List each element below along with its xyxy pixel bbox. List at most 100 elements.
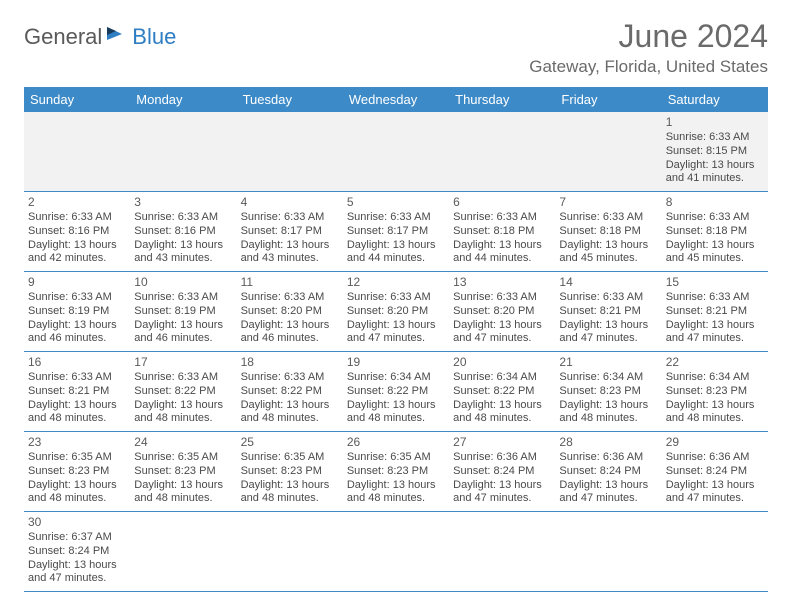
empty-cell <box>24 112 130 191</box>
day-number: 13 <box>453 275 551 290</box>
sunrise-text: Sunrise: 6:35 AM <box>347 451 445 465</box>
sunset-text: Sunset: 8:23 PM <box>559 385 657 399</box>
sunset-text: Sunset: 8:18 PM <box>559 225 657 239</box>
sunrise-text: Sunrise: 6:35 AM <box>28 451 126 465</box>
daylight-text-1: Daylight: 13 hours <box>666 399 764 413</box>
daylight-text-2: and 48 minutes. <box>559 412 657 426</box>
day-number: 5 <box>347 195 445 210</box>
weekday-header-row: SundayMondayTuesdayWednesdayThursdayFrid… <box>24 87 768 112</box>
day-cell: 11Sunrise: 6:33 AMSunset: 8:20 PMDayligh… <box>237 272 343 351</box>
day-number: 19 <box>347 355 445 370</box>
day-number: 2 <box>28 195 126 210</box>
daylight-text-1: Daylight: 13 hours <box>559 399 657 413</box>
day-cell: 24Sunrise: 6:35 AMSunset: 8:23 PMDayligh… <box>130 432 236 511</box>
day-cell: 29Sunrise: 6:36 AMSunset: 8:24 PMDayligh… <box>662 432 768 511</box>
daylight-text-2: and 47 minutes. <box>28 572 126 586</box>
daylight-text-1: Daylight: 13 hours <box>347 239 445 253</box>
daylight-text-2: and 46 minutes. <box>134 332 232 346</box>
daylight-text-1: Daylight: 13 hours <box>453 479 551 493</box>
sunset-text: Sunset: 8:23 PM <box>666 385 764 399</box>
day-number: 20 <box>453 355 551 370</box>
day-cell: 20Sunrise: 6:34 AMSunset: 8:22 PMDayligh… <box>449 352 555 431</box>
sunrise-text: Sunrise: 6:33 AM <box>241 291 339 305</box>
day-cell: 27Sunrise: 6:36 AMSunset: 8:24 PMDayligh… <box>449 432 555 511</box>
weekday-header: Thursday <box>449 87 555 112</box>
day-cell: 1Sunrise: 6:33 AMSunset: 8:15 PMDaylight… <box>662 112 768 191</box>
day-cell: 8Sunrise: 6:33 AMSunset: 8:18 PMDaylight… <box>662 192 768 271</box>
day-cell: 9Sunrise: 6:33 AMSunset: 8:19 PMDaylight… <box>24 272 130 351</box>
daylight-text-2: and 41 minutes. <box>666 172 764 186</box>
empty-cell <box>237 112 343 191</box>
daylight-text-2: and 47 minutes. <box>559 492 657 506</box>
sunrise-text: Sunrise: 6:33 AM <box>347 291 445 305</box>
daylight-text-1: Daylight: 13 hours <box>28 559 126 573</box>
daylight-text-1: Daylight: 13 hours <box>453 239 551 253</box>
day-number: 16 <box>28 355 126 370</box>
daylight-text-1: Daylight: 13 hours <box>559 319 657 333</box>
sunset-text: Sunset: 8:21 PM <box>666 305 764 319</box>
sunset-text: Sunset: 8:20 PM <box>453 305 551 319</box>
sunrise-text: Sunrise: 6:33 AM <box>28 211 126 225</box>
sunrise-text: Sunrise: 6:36 AM <box>666 451 764 465</box>
daylight-text-2: and 47 minutes. <box>453 492 551 506</box>
sunset-text: Sunset: 8:23 PM <box>241 465 339 479</box>
sunrise-text: Sunrise: 6:34 AM <box>347 371 445 385</box>
weekday-header: Sunday <box>24 87 130 112</box>
flag-icon <box>106 24 128 50</box>
empty-cell <box>237 512 343 591</box>
day-number: 7 <box>559 195 657 210</box>
daylight-text-1: Daylight: 13 hours <box>453 399 551 413</box>
daylight-text-1: Daylight: 13 hours <box>453 319 551 333</box>
day-cell: 14Sunrise: 6:33 AMSunset: 8:21 PMDayligh… <box>555 272 661 351</box>
day-cell: 22Sunrise: 6:34 AMSunset: 8:23 PMDayligh… <box>662 352 768 431</box>
empty-cell <box>449 512 555 591</box>
day-cell: 30Sunrise: 6:37 AMSunset: 8:24 PMDayligh… <box>24 512 130 591</box>
sunset-text: Sunset: 8:17 PM <box>241 225 339 239</box>
empty-cell <box>555 512 661 591</box>
daylight-text-2: and 47 minutes. <box>559 332 657 346</box>
sunrise-text: Sunrise: 6:33 AM <box>347 211 445 225</box>
day-number: 22 <box>666 355 764 370</box>
sunset-text: Sunset: 8:24 PM <box>453 465 551 479</box>
empty-cell <box>130 512 236 591</box>
daylight-text-1: Daylight: 13 hours <box>666 159 764 173</box>
daylight-text-2: and 48 minutes. <box>241 412 339 426</box>
day-cell: 7Sunrise: 6:33 AMSunset: 8:18 PMDaylight… <box>555 192 661 271</box>
logo-text-1: General <box>24 24 102 50</box>
daylight-text-2: and 47 minutes. <box>347 332 445 346</box>
daylight-text-2: and 47 minutes. <box>666 492 764 506</box>
sunrise-text: Sunrise: 6:33 AM <box>666 211 764 225</box>
weekday-header: Wednesday <box>343 87 449 112</box>
day-number: 27 <box>453 435 551 450</box>
day-number: 3 <box>134 195 232 210</box>
sunrise-text: Sunrise: 6:33 AM <box>241 371 339 385</box>
weekday-header: Friday <box>555 87 661 112</box>
day-number: 30 <box>28 515 126 530</box>
daylight-text-1: Daylight: 13 hours <box>134 479 232 493</box>
month-title: June 2024 <box>529 18 768 55</box>
day-cell: 15Sunrise: 6:33 AMSunset: 8:21 PMDayligh… <box>662 272 768 351</box>
sunrise-text: Sunrise: 6:33 AM <box>28 371 126 385</box>
weekday-header: Monday <box>130 87 236 112</box>
daylight-text-2: and 45 minutes. <box>666 252 764 266</box>
day-number: 10 <box>134 275 232 290</box>
empty-cell <box>662 512 768 591</box>
sunset-text: Sunset: 8:23 PM <box>28 465 126 479</box>
empty-cell <box>449 112 555 191</box>
weekday-header: Saturday <box>662 87 768 112</box>
day-cell: 21Sunrise: 6:34 AMSunset: 8:23 PMDayligh… <box>555 352 661 431</box>
daylight-text-2: and 43 minutes. <box>134 252 232 266</box>
daylight-text-2: and 48 minutes. <box>347 492 445 506</box>
day-cell: 25Sunrise: 6:35 AMSunset: 8:23 PMDayligh… <box>237 432 343 511</box>
sunrise-text: Sunrise: 6:33 AM <box>666 291 764 305</box>
calendar-document: GeneralBlue June 2024 Gateway, Florida, … <box>0 0 792 610</box>
sunset-text: Sunset: 8:24 PM <box>28 545 126 559</box>
calendar-body: 1Sunrise: 6:33 AMSunset: 8:15 PMDaylight… <box>24 112 768 592</box>
day-number: 21 <box>559 355 657 370</box>
day-number: 6 <box>453 195 551 210</box>
daylight-text-2: and 44 minutes. <box>453 252 551 266</box>
day-number: 23 <box>28 435 126 450</box>
empty-cell <box>130 112 236 191</box>
day-number: 8 <box>666 195 764 210</box>
sunrise-text: Sunrise: 6:34 AM <box>559 371 657 385</box>
